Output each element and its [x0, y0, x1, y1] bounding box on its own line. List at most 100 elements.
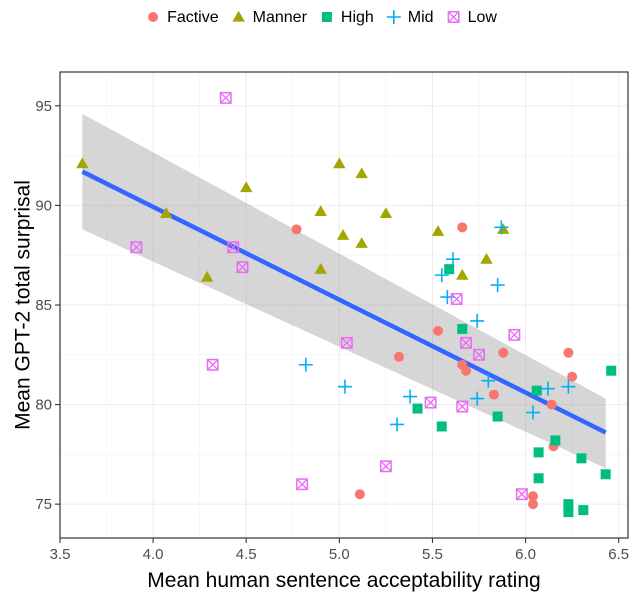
point-manner: [480, 252, 493, 264]
point-factive: [528, 491, 539, 502]
point-low-box: [460, 336, 472, 349]
point-high-shape: [606, 365, 617, 376]
point-high: [600, 469, 611, 480]
point-high: [531, 385, 542, 396]
point-mid: [526, 405, 541, 420]
point-high: [444, 264, 455, 275]
point-mid: [298, 357, 313, 372]
legend-item-factive: Factive: [148, 9, 219, 26]
point-low: [424, 396, 437, 409]
point-high: [563, 507, 574, 518]
point-high-shape: [492, 411, 503, 422]
point-high-shape: [550, 435, 561, 446]
point-factive: [460, 365, 471, 376]
point-factive-shape: [393, 351, 404, 362]
point-high: [457, 323, 468, 334]
point-low-cross: [508, 329, 521, 341]
point-manner: [76, 157, 89, 169]
legend-key-factive-shape: [148, 12, 159, 22]
x-tick-label: 5.0: [329, 546, 350, 563]
point-manner-shape: [379, 207, 393, 218]
point-low-cross: [473, 349, 485, 361]
point-mid-shape: [434, 268, 449, 283]
point-low: [473, 348, 485, 361]
point-low-box: [424, 396, 437, 409]
point-low: [296, 478, 309, 491]
point-factive-shape: [460, 365, 471, 376]
point-mid: [470, 313, 485, 328]
legend-key-mid-shape: [386, 10, 401, 24]
point-factive-shape: [528, 499, 539, 510]
x-tick-label: 3.5: [50, 546, 71, 563]
point-manner-shape: [159, 207, 173, 218]
legend: Factive Manner High Mid Low: [148, 9, 497, 26]
point-manner: [159, 207, 173, 218]
point-low-box: [206, 358, 219, 371]
legend-key-high: [321, 12, 332, 22]
point-low-box: [515, 488, 528, 501]
point-factive-shape: [567, 371, 578, 382]
point-factive-shape: [291, 224, 302, 235]
point-mid: [494, 220, 509, 235]
point-manner-shape: [240, 181, 253, 193]
data-points: [76, 91, 617, 518]
point-manner: [355, 237, 368, 248]
point-mid-shape: [540, 381, 555, 396]
point-mid-shape: [494, 220, 509, 235]
point-low-cross: [220, 92, 232, 104]
point-factive: [546, 399, 557, 410]
y-axis-title: Mean GPT-2 total surprisal: [11, 180, 34, 430]
point-low-box: [508, 328, 521, 341]
point-low: [227, 241, 240, 254]
point-factive: [291, 224, 302, 235]
point-mid-shape: [490, 278, 505, 293]
legend-item-mid: Mid: [386, 9, 434, 26]
point-manner: [456, 268, 469, 280]
point-low-cross: [130, 241, 143, 253]
point-high-shape: [576, 453, 587, 464]
point-low-cross: [296, 478, 308, 490]
point-factive-shape: [498, 347, 509, 358]
y-tick-label: 75: [35, 496, 52, 513]
x-tick-label: 6.0: [515, 546, 536, 563]
legend-label-manner: Manner: [253, 9, 308, 26]
point-high-shape: [531, 385, 542, 396]
point-low: [206, 358, 219, 371]
confidence-band: [82, 113, 606, 469]
point-high-shape: [444, 264, 455, 275]
point-factive: [393, 351, 404, 362]
point-manner: [497, 223, 510, 234]
point-factive: [488, 389, 499, 400]
plot-panel: [59, 71, 629, 539]
point-manner-shape: [336, 229, 350, 240]
point-manner-shape: [456, 268, 469, 280]
point-mid-shape: [481, 373, 496, 388]
point-mid-shape: [337, 379, 352, 394]
point-high: [492, 411, 503, 422]
point-factive-shape: [354, 489, 365, 500]
point-low-cross: [424, 396, 437, 409]
point-high: [412, 403, 423, 414]
point-manner-shape: [314, 205, 327, 217]
point-low-box: [227, 241, 240, 254]
point-low-cross: [227, 241, 239, 253]
point-manner: [314, 205, 327, 217]
point-low: [219, 91, 232, 104]
point-low: [456, 400, 469, 413]
legend-label-high: High: [341, 9, 374, 26]
point-mid-shape: [526, 405, 541, 420]
point-mid-shape: [470, 391, 485, 406]
x-axis-title: Mean human sentence acceptability rating: [147, 569, 540, 592]
point-manner-shape: [480, 252, 493, 264]
point-low-cross: [456, 400, 468, 413]
point-manner: [333, 157, 346, 169]
point-mid-shape: [470, 313, 485, 328]
point-mid: [561, 379, 576, 394]
point-high-shape: [436, 421, 447, 432]
y-tick-label: 95: [35, 98, 52, 115]
point-factive: [528, 499, 539, 510]
point-factive: [567, 371, 578, 382]
point-mid: [445, 252, 460, 267]
point-factive-shape: [563, 347, 574, 358]
point-low: [340, 336, 353, 349]
